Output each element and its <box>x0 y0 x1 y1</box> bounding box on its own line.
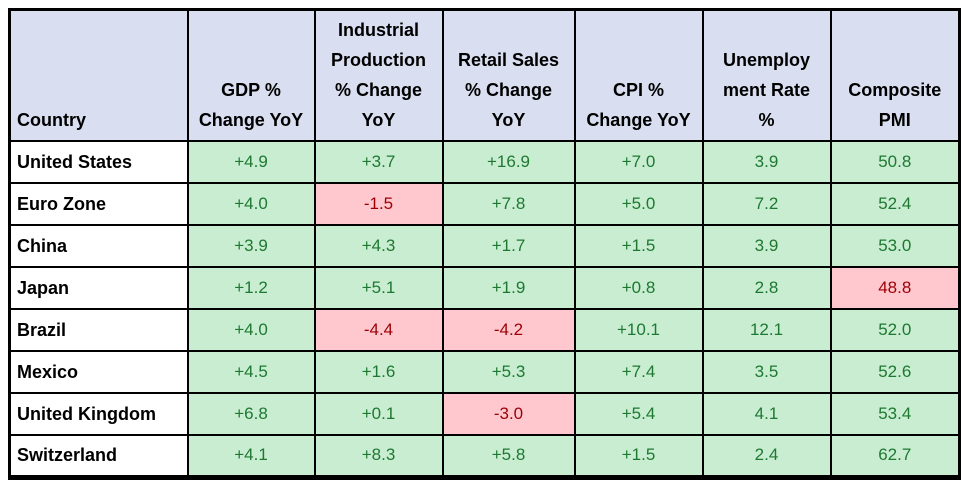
cell-cpi: +7.4 <box>573 350 704 394</box>
column-header-industrial-production: Industrial Production % Change YoY <box>313 8 444 142</box>
row-label-country: Mexico <box>8 350 189 394</box>
row-label-country: Japan <box>8 266 189 310</box>
cell-composite-pmi: 48.8 <box>829 266 961 310</box>
cell-cpi: +5.0 <box>573 182 704 226</box>
cell-gdp: +3.9 <box>186 224 316 268</box>
cell-unemployment-rate: 3.9 <box>701 140 832 184</box>
cell-retail-sales: +1.7 <box>441 224 576 268</box>
table-row: Euro Zone +4.0 -1.5 +7.8 +5.0 7.2 52.4 <box>8 182 961 226</box>
cell-industrial-production: +4.3 <box>313 224 444 268</box>
cell-industrial-production: -1.5 <box>313 182 444 226</box>
cell-cpi: +0.8 <box>573 266 704 310</box>
row-label-country: Brazil <box>8 308 189 352</box>
cell-composite-pmi: 50.8 <box>829 140 961 184</box>
cell-unemployment-rate: 12.1 <box>701 308 832 352</box>
row-label-country: United Kingdom <box>8 392 189 436</box>
cell-gdp: +6.8 <box>186 392 316 436</box>
cell-unemployment-rate: 4.1 <box>701 392 832 436</box>
cell-unemployment-rate: 2.8 <box>701 266 832 310</box>
cell-retail-sales: +5.3 <box>441 350 576 394</box>
cell-retail-sales: +16.9 <box>441 140 576 184</box>
table-row: United States +4.9 +3.7 +16.9 +7.0 3.9 5… <box>8 140 961 184</box>
cell-industrial-production: -4.4 <box>313 308 444 352</box>
table-row: Mexico +4.5 +1.6 +5.3 +7.4 3.5 52.6 <box>8 350 961 394</box>
cell-unemployment-rate: 7.2 <box>701 182 832 226</box>
cell-gdp: +4.0 <box>186 182 316 226</box>
table-row: United Kingdom +6.8 +0.1 -3.0 +5.4 4.1 5… <box>8 392 961 436</box>
cell-industrial-production: +3.7 <box>313 140 444 184</box>
column-header-composite-pmi: Composite PMI <box>829 8 961 142</box>
cell-cpi: +7.0 <box>573 140 704 184</box>
cell-cpi: +1.5 <box>573 434 704 478</box>
cell-composite-pmi: 52.0 <box>829 308 961 352</box>
cell-cpi: +10.1 <box>573 308 704 352</box>
cell-gdp: +4.5 <box>186 350 316 394</box>
column-header-gdp: GDP % Change YoY <box>186 8 316 142</box>
table-row: China +3.9 +4.3 +1.7 +1.5 3.9 53.0 <box>8 224 961 268</box>
column-header-retail-sales: Retail Sales % Change YoY <box>441 8 576 142</box>
cell-retail-sales: -3.0 <box>441 392 576 436</box>
row-label-country: Switzerland <box>8 434 189 478</box>
cell-retail-sales: -4.2 <box>441 308 576 352</box>
cell-composite-pmi: 52.4 <box>829 182 961 226</box>
cell-industrial-production: +8.3 <box>313 434 444 478</box>
table-row: Japan +1.2 +5.1 +1.9 +0.8 2.8 48.8 <box>8 266 961 310</box>
cell-gdp: +4.0 <box>186 308 316 352</box>
cell-composite-pmi: 53.0 <box>829 224 961 268</box>
cell-retail-sales: +5.8 <box>441 434 576 478</box>
column-header-country: Country <box>8 8 189 142</box>
economic-indicators-table: Country GDP % Change YoY Industrial Prod… <box>8 8 961 480</box>
column-header-cpi: CPI % Change YoY <box>573 8 704 142</box>
cell-cpi: +1.5 <box>573 224 704 268</box>
cell-retail-sales: +7.8 <box>441 182 576 226</box>
cell-industrial-production: +1.6 <box>313 350 444 394</box>
cell-industrial-production: +5.1 <box>313 266 444 310</box>
cell-retail-sales: +1.9 <box>441 266 576 310</box>
cell-composite-pmi: 52.6 <box>829 350 961 394</box>
row-label-country: Euro Zone <box>8 182 189 226</box>
row-label-country: United States <box>8 140 189 184</box>
header-row: Country GDP % Change YoY Industrial Prod… <box>8 8 961 142</box>
cell-unemployment-rate: 3.9 <box>701 224 832 268</box>
column-header-unemployment-rate: Unemploy ment Rate % <box>701 8 832 142</box>
cell-composite-pmi: 62.7 <box>829 434 961 478</box>
cell-unemployment-rate: 3.5 <box>701 350 832 394</box>
cell-gdp: +1.2 <box>186 266 316 310</box>
cell-gdp: +4.1 <box>186 434 316 478</box>
table-row: Switzerland +4.1 +8.3 +5.8 +1.5 2.4 62.7 <box>8 434 961 478</box>
cell-unemployment-rate: 2.4 <box>701 434 832 478</box>
table-row: Brazil +4.0 -4.4 -4.2 +10.1 12.1 52.0 <box>8 308 961 352</box>
cell-industrial-production: +0.1 <box>313 392 444 436</box>
cell-composite-pmi: 53.4 <box>829 392 961 436</box>
row-label-country: China <box>8 224 189 268</box>
cell-cpi: +5.4 <box>573 392 704 436</box>
cell-gdp: +4.9 <box>186 140 316 184</box>
